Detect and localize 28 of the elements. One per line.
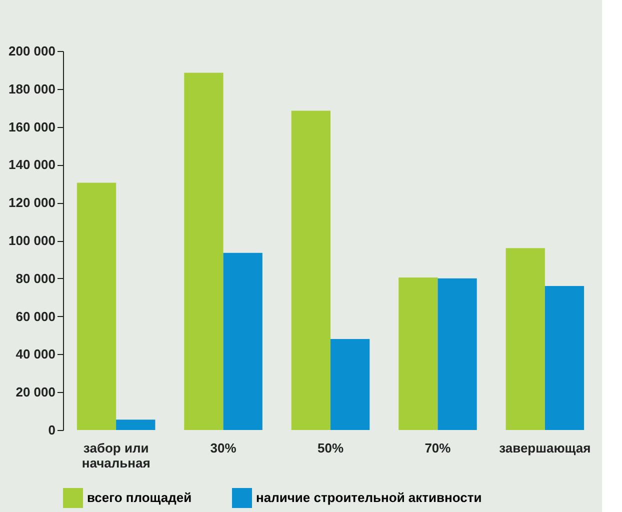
y-tick-label: 180 000: [8, 81, 56, 96]
y-tick-label: 0: [48, 422, 56, 438]
bar: [398, 277, 438, 430]
bar: [291, 110, 330, 430]
x-tick-label: 70%: [424, 440, 452, 456]
bar: [330, 339, 370, 430]
x-tick-label: 50%: [317, 440, 344, 456]
y-tick-label: 200 000: [8, 44, 56, 58]
bar: [184, 72, 224, 430]
x-tick-label: завершающая: [499, 440, 591, 456]
y-tick-label: 100 000: [8, 233, 56, 248]
bar: [506, 248, 545, 430]
y-tick-label: 140 000: [8, 157, 56, 172]
y-tick-label: 120 000: [8, 195, 56, 210]
legend-label: наличие строительной активности: [256, 490, 482, 505]
bar: [116, 420, 156, 430]
bar: [223, 252, 262, 430]
x-tick-label: забор или начальная: [82, 440, 150, 470]
bar: [544, 286, 584, 430]
y-tick-label: 80 000: [16, 270, 56, 286]
y-tick-label: 40 000: [16, 346, 56, 362]
legend-label: всего площадей: [87, 490, 192, 505]
bar: [438, 278, 477, 430]
x-tick-label: 30%: [210, 440, 237, 456]
bar: [76, 182, 116, 430]
y-tick-label: 20 000: [16, 384, 56, 400]
y-tick-label: 160 000: [8, 119, 56, 134]
y-tick-label: 60 000: [16, 308, 56, 324]
